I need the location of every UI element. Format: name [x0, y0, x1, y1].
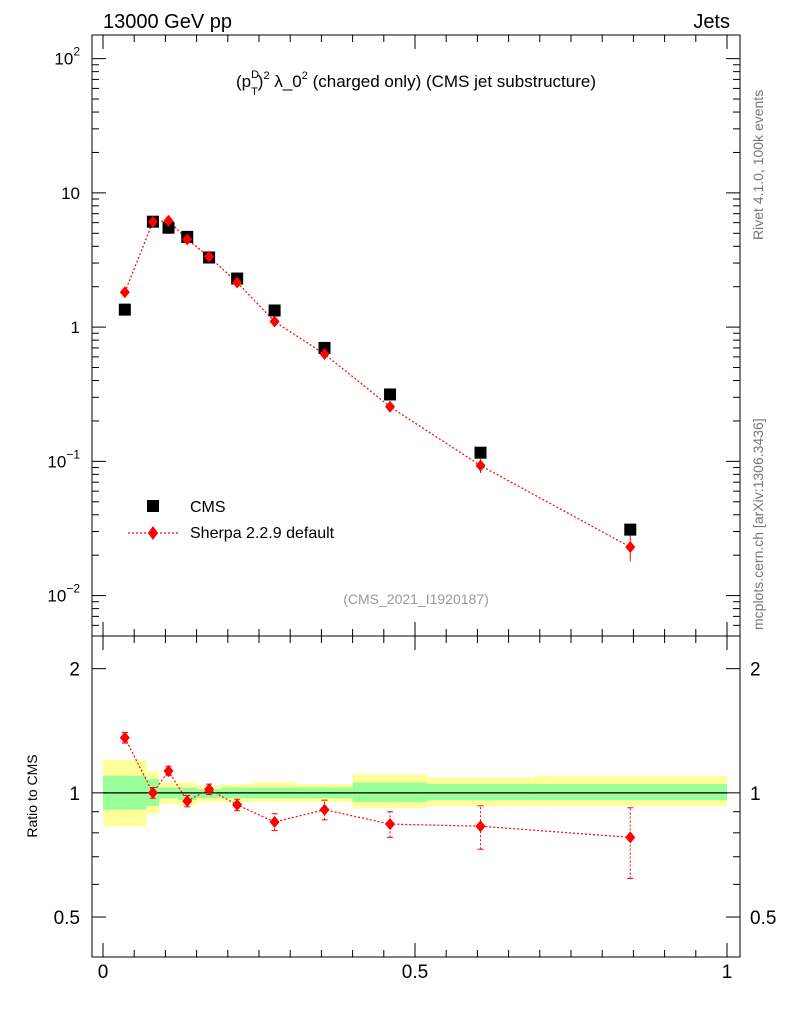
- ratio-point: [232, 798, 243, 811]
- ratio-point: [182, 795, 193, 808]
- ratio-point: [204, 783, 215, 796]
- ratio-y-axis: 0.5 0.5 1 1 2 2: [54, 660, 776, 958]
- ratio-panel: 0.5 0.51 12 2 0 0.5 1: [54, 635, 776, 983]
- ratio-band-inner: [427, 784, 534, 801]
- ratio-y-tick-label: 1: [69, 784, 80, 805]
- cms-point: [118, 303, 131, 316]
- ratio-point: [319, 803, 330, 816]
- cms-point: [624, 523, 637, 536]
- legend-cms-label: CMS: [190, 499, 226, 516]
- ratio-x-tick-label: 0.5: [402, 962, 428, 983]
- ratio-point: [147, 786, 158, 799]
- main-y-tick-label: 102: [54, 45, 80, 69]
- cms-point: [384, 388, 397, 401]
- ratio-y-tick-label-right: 0.5: [750, 908, 776, 929]
- main-y-tick-label: 10: [61, 184, 80, 203]
- main-y-tick-label: 10−2: [47, 582, 80, 606]
- ratio-band-inner: [352, 782, 428, 803]
- cms-point: [318, 341, 331, 354]
- sherpa-point: [475, 459, 486, 472]
- sherpa-line: [124, 220, 631, 548]
- ratio-point: [625, 831, 636, 844]
- cms-point: [162, 221, 175, 234]
- sherpa-point: [625, 541, 636, 554]
- cms-point: [474, 446, 487, 459]
- main-y-axis: 10−2 10−1 1 10 102: [47, 45, 740, 637]
- header-right: Jets: [693, 11, 730, 33]
- ratio-y-tick-label: 0.5: [54, 908, 80, 929]
- ratio-point: [119, 731, 130, 744]
- ratio-point: [385, 818, 396, 831]
- ratio-y-label: Ratio to CMS: [24, 754, 40, 837]
- sherpa-point: [204, 250, 215, 263]
- ratio-series: [119, 731, 636, 879]
- legend: CMS Sherpa 2.2.9 default: [128, 499, 335, 542]
- legend-cms-marker: [147, 500, 159, 512]
- cms-point: [268, 304, 281, 317]
- plot-title: (pD T)2 λ_02 (charged only) (CMS jet subs…: [236, 69, 596, 98]
- header-left: 13000 GeV pp: [103, 11, 232, 33]
- ratio-frame: [91, 635, 741, 958]
- ratio-point: [269, 815, 280, 828]
- ratio-band-inner: [177, 787, 197, 801]
- sherpa-point: [232, 276, 243, 289]
- ratio-band-inner: [533, 784, 727, 801]
- ratio-x-tick-label: 0: [98, 962, 109, 983]
- sherpa-point: [119, 286, 130, 299]
- sherpa-point: [147, 215, 158, 228]
- legend-sherpa-marker: [148, 526, 158, 540]
- ratio-y-tick-label-right: 2: [750, 660, 761, 681]
- sherpa-point: [163, 214, 174, 227]
- main-frame: [91, 34, 741, 637]
- sherpa-point: [269, 315, 280, 328]
- ratio-x-tick-label: 1: [722, 962, 733, 983]
- ratio-y-tick-label-right: 1: [750, 784, 761, 805]
- main-series: [118, 214, 637, 562]
- main-y-tick-label: 10−1: [47, 447, 80, 471]
- sherpa-point: [182, 233, 193, 246]
- main-y-tick-label: 1: [71, 318, 80, 337]
- watermark: (CMS_2021_I1920187): [343, 591, 489, 607]
- mcplots-label: mcplots.cern.ch [arXiv:1306.3436]: [750, 418, 766, 630]
- ratio-y-tick-label: 2: [69, 660, 80, 681]
- ratio-point: [475, 820, 486, 833]
- rivet-label: Rivet 4.1.0, 100k events: [750, 90, 766, 240]
- main-x-ticks: [102, 35, 728, 636]
- sherpa-point: [385, 400, 396, 413]
- ratio-point: [163, 764, 174, 777]
- main-panel: 10−2 10−1 1 10 102: [47, 34, 741, 637]
- ratio-x-axis: 0 0.5 1: [98, 636, 733, 983]
- legend-sherpa-label: Sherpa 2.2.9 default: [190, 525, 335, 542]
- sherpa-point: [319, 348, 330, 361]
